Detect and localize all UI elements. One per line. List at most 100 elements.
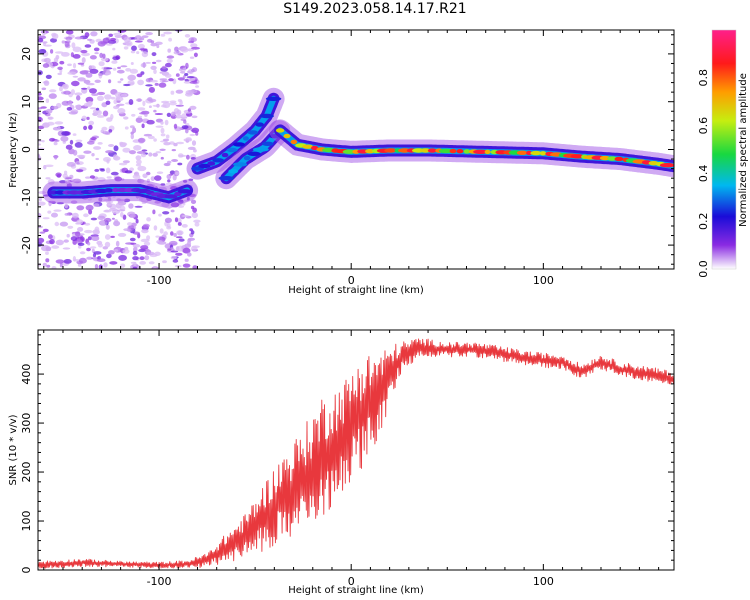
noise-speckle [75,139,83,143]
noise-speckle [57,72,62,76]
noise-speckle [100,169,105,172]
noise-speckle [120,211,124,218]
noise-speckle [111,217,115,220]
noise-speckle [137,79,145,86]
noise-speckle [149,79,158,83]
noise-speckle [75,104,80,109]
ridge-hotspot [221,152,229,158]
noise-speckle [89,68,99,74]
noise-speckle [55,172,62,178]
ridge-hotspot [164,194,178,199]
snr-ytick-label: 100 [20,511,33,532]
noise-speckle [42,228,49,233]
noise-speckle [128,99,134,105]
noise-speckle [95,157,99,161]
noise-speckle [98,73,103,76]
noise-speckle [84,44,92,48]
noise-speckle [152,152,158,157]
noise-speckle [110,96,116,100]
noise-speckle [193,219,201,223]
noise-speckle [39,231,46,234]
noise-speckle [38,237,45,243]
noise-speckle [159,71,163,74]
noise-speckle [122,160,130,164]
noise-speckle [45,177,51,180]
noise-speckle [115,240,120,247]
noise-speckle [72,133,77,136]
noise-speckle [120,93,128,98]
noise-speckle [65,177,72,180]
ridge-hotspot [607,156,617,161]
noise-speckle [111,60,118,64]
noise-speckle [162,138,170,142]
colorbar-frame [711,29,737,270]
noise-speckle [106,253,112,259]
snr-ytick-label: 200 [20,462,33,483]
ridge-hotspot [384,148,398,153]
noise-speckle [94,168,100,172]
noise-speckle [110,235,115,238]
spectral-ridge [186,87,285,180]
noise-speckle [117,66,121,69]
noise-speckle [141,123,145,129]
ridge-hotspot [233,142,245,147]
ridge-hotspot [253,147,269,152]
ridge-hotspot [473,149,489,154]
noise-speckle [156,171,164,174]
noise-speckle [187,40,195,44]
noise-speckle [65,30,74,35]
noise-speckle [147,135,155,140]
noise-speckle [77,62,85,65]
spectrogram-ytick-label: -10 [20,188,33,206]
noise-speckle [137,107,146,111]
noise-speckle [62,141,66,144]
noise-speckle [160,133,166,137]
noise-speckle [77,242,85,246]
noise-speckle [86,82,95,86]
noise-speckle [90,217,98,221]
noise-speckle [131,45,137,51]
noise-speckle [66,233,70,238]
ridge-hotspot [218,176,234,181]
noise-speckle [128,203,134,209]
noise-speckle [191,115,198,119]
spectral-ridge [269,119,674,178]
noise-speckle [62,84,68,88]
noise-speckle [159,228,164,234]
noise-speckle [105,167,111,174]
noise-speckle [158,82,167,88]
noise-speckle [123,228,131,232]
noise-speckle [170,250,179,253]
noise-speckle [86,247,91,252]
noise-speckle [178,238,185,242]
ridge-hotspot [177,189,192,194]
noise-speckle [132,250,138,256]
noise-speckle [132,256,139,261]
noise-speckle [166,174,172,180]
noise-speckle [91,153,95,157]
noise-speckle [186,241,192,247]
noise-speckle [61,40,66,44]
noise-speckle [112,67,117,71]
noise-speckle [184,73,189,76]
noise-speckle [54,221,60,227]
ridge-hotspot [516,150,528,155]
noise-speckle [105,100,111,106]
noise-speckle [91,235,100,241]
noise-speckle [190,246,198,252]
noise-speckle [164,217,172,223]
noise-speckle [146,119,155,125]
noise-speckle [51,105,59,110]
spectrogram-ytick-label: -20 [20,236,33,254]
noise-speckle [130,50,136,54]
noise-speckle [48,93,57,99]
noise-speckle [123,116,129,120]
noise-speckle [72,75,79,78]
noise-speckle [127,74,136,81]
noise-speckle [74,36,84,40]
noise-speckle [103,157,111,162]
noise-speckle [105,150,114,154]
noise-speckle [170,209,175,213]
noise-speckle [62,247,71,250]
noise-speckle [161,80,169,83]
